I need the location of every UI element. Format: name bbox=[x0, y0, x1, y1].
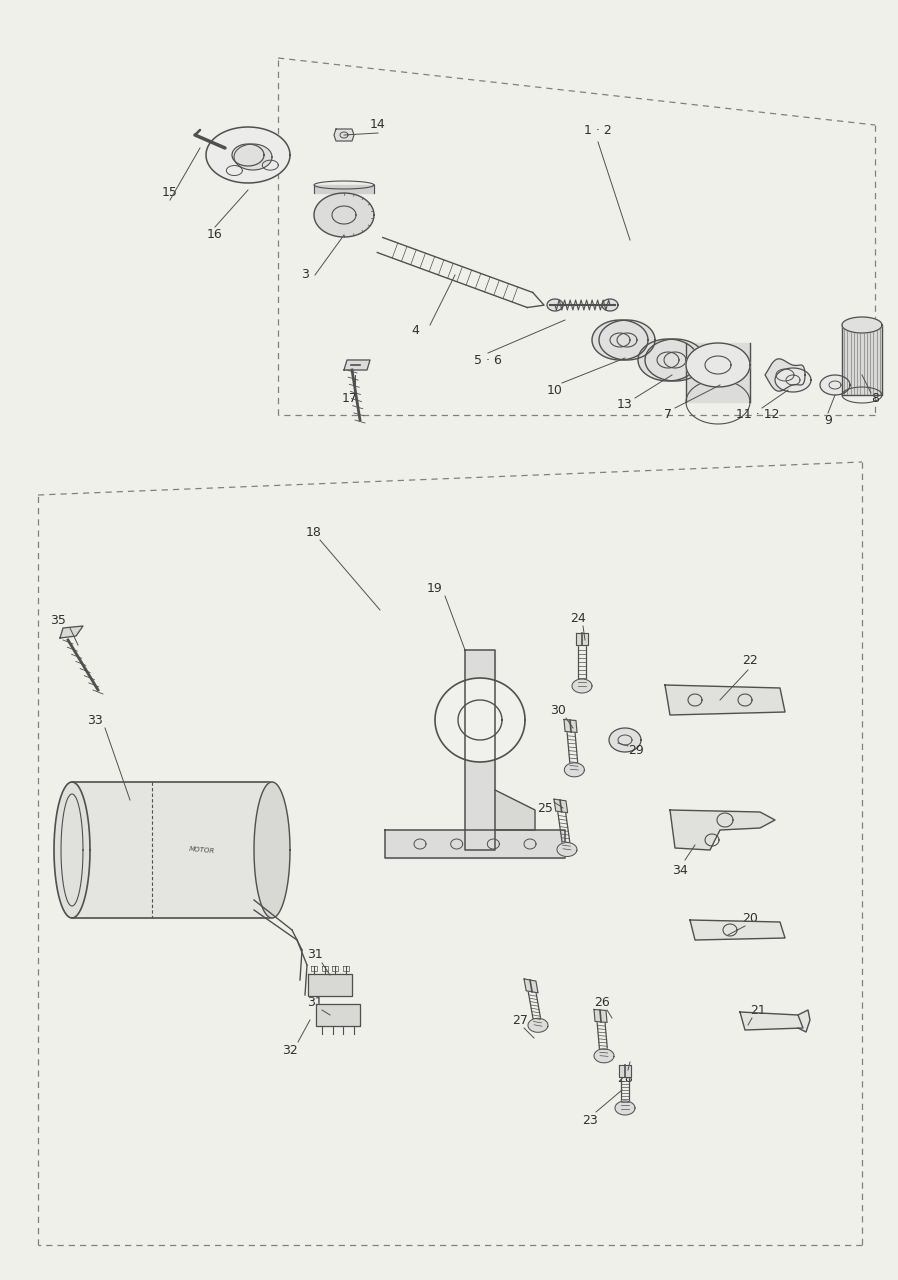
Text: 4: 4 bbox=[411, 324, 419, 337]
Text: 19: 19 bbox=[427, 581, 443, 594]
Text: 3: 3 bbox=[301, 269, 309, 282]
Polygon shape bbox=[665, 685, 785, 716]
Polygon shape bbox=[72, 782, 272, 918]
Polygon shape bbox=[645, 339, 705, 381]
Polygon shape bbox=[254, 782, 290, 918]
Polygon shape bbox=[615, 1101, 635, 1115]
Polygon shape bbox=[572, 678, 592, 692]
Polygon shape bbox=[592, 320, 648, 360]
Polygon shape bbox=[495, 790, 535, 829]
Text: 21: 21 bbox=[750, 1004, 766, 1016]
Text: 7: 7 bbox=[664, 408, 672, 421]
Polygon shape bbox=[308, 974, 352, 996]
Text: 35: 35 bbox=[50, 613, 66, 626]
Text: 22: 22 bbox=[742, 654, 758, 667]
Polygon shape bbox=[670, 810, 775, 850]
Text: 20: 20 bbox=[742, 911, 758, 924]
Polygon shape bbox=[528, 1019, 548, 1032]
Polygon shape bbox=[435, 678, 525, 762]
Text: 29: 29 bbox=[628, 744, 644, 756]
Polygon shape bbox=[740, 1012, 803, 1030]
Polygon shape bbox=[842, 317, 882, 333]
Text: 15: 15 bbox=[162, 186, 178, 198]
Text: 24: 24 bbox=[570, 612, 585, 625]
Text: 23: 23 bbox=[582, 1114, 598, 1126]
Polygon shape bbox=[775, 369, 811, 392]
Polygon shape bbox=[206, 127, 290, 183]
Polygon shape bbox=[564, 719, 577, 732]
Polygon shape bbox=[594, 1048, 614, 1062]
Polygon shape bbox=[686, 343, 750, 387]
Text: 18: 18 bbox=[306, 526, 322, 539]
Polygon shape bbox=[602, 300, 618, 311]
Polygon shape bbox=[686, 343, 750, 402]
Polygon shape bbox=[599, 320, 655, 360]
Polygon shape bbox=[385, 829, 565, 858]
Text: MOTOR: MOTOR bbox=[189, 846, 216, 854]
Polygon shape bbox=[316, 1004, 360, 1027]
Polygon shape bbox=[619, 1065, 631, 1076]
Text: 33: 33 bbox=[87, 713, 103, 727]
Polygon shape bbox=[564, 763, 585, 777]
Polygon shape bbox=[842, 325, 882, 396]
Polygon shape bbox=[690, 920, 785, 940]
Polygon shape bbox=[609, 728, 641, 751]
Polygon shape bbox=[547, 300, 563, 311]
Text: 16: 16 bbox=[207, 229, 223, 242]
Polygon shape bbox=[234, 145, 272, 170]
Text: 28: 28 bbox=[617, 1071, 633, 1084]
Text: 26: 26 bbox=[594, 996, 610, 1009]
Polygon shape bbox=[465, 650, 495, 850]
Polygon shape bbox=[638, 339, 698, 381]
Polygon shape bbox=[820, 375, 850, 396]
Polygon shape bbox=[554, 799, 568, 813]
Polygon shape bbox=[576, 634, 588, 645]
Text: 27: 27 bbox=[512, 1014, 528, 1027]
Polygon shape bbox=[54, 782, 90, 918]
Text: 10: 10 bbox=[547, 384, 563, 397]
Text: 31: 31 bbox=[307, 996, 323, 1009]
Text: 8: 8 bbox=[871, 392, 879, 404]
Polygon shape bbox=[344, 360, 370, 370]
Text: 25: 25 bbox=[537, 801, 553, 814]
Polygon shape bbox=[334, 129, 354, 141]
Text: 31: 31 bbox=[307, 948, 323, 961]
Text: 13: 13 bbox=[617, 398, 633, 411]
Polygon shape bbox=[524, 979, 538, 993]
Polygon shape bbox=[314, 193, 374, 237]
Polygon shape bbox=[60, 626, 83, 637]
Polygon shape bbox=[798, 1010, 810, 1032]
Text: 30: 30 bbox=[550, 704, 566, 717]
Text: 9: 9 bbox=[824, 413, 832, 426]
Text: 14: 14 bbox=[370, 119, 386, 132]
Polygon shape bbox=[594, 1010, 607, 1023]
Polygon shape bbox=[557, 842, 577, 856]
Text: 32: 32 bbox=[282, 1043, 298, 1056]
Polygon shape bbox=[314, 186, 374, 193]
Text: 34: 34 bbox=[672, 864, 688, 877]
Text: 5 · 6: 5 · 6 bbox=[474, 353, 502, 366]
Text: 11 · 12: 11 · 12 bbox=[736, 408, 779, 421]
Text: 1 · 2: 1 · 2 bbox=[584, 123, 612, 137]
Polygon shape bbox=[765, 358, 805, 392]
Text: 17: 17 bbox=[342, 392, 358, 404]
